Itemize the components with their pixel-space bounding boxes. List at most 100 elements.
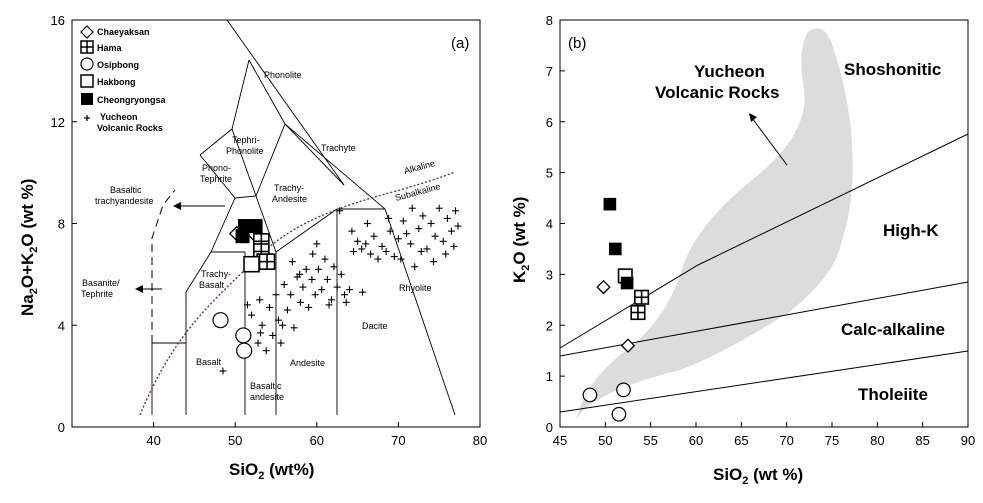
boundary-trachy-andesite-top — [234, 195, 257, 199]
point-yucheon-volcanic-rocks-72 — [296, 270, 304, 278]
point-osipbong-0 — [212, 312, 229, 329]
point-yucheon-volcanic-rocks-2 — [243, 301, 251, 309]
y-tick-label: 3 — [546, 267, 553, 282]
legend-label-osipbong: Osipbong — [97, 60, 139, 70]
boundary-rhyolite-top — [226, 19, 345, 186]
boundary-dacite-rhyolite — [384, 208, 456, 416]
legend-label-chaeyaksan: Chaeyaksan — [97, 27, 150, 37]
x-tick-label: 70 — [391, 433, 405, 448]
label-basanite-tephrite: Basanite/Tephrite — [81, 278, 120, 299]
field-label-basaltic-andesite-line1: Basaltic — [250, 381, 282, 391]
point-yucheon-volcanic-rocks-68 — [442, 250, 450, 258]
y-tick-label: 7 — [546, 64, 553, 79]
point-yucheon-volcanic-rocks-74 — [342, 298, 350, 306]
point-yucheon-volcanic-rocks-30 — [333, 283, 341, 291]
field-label-basaltic-andesite-line2: andesite — [250, 392, 284, 402]
legend-marker-hakbong — [80, 74, 94, 88]
label-basaltic-trachyandesite-line2: trachyandesite — [95, 196, 154, 206]
legend-marker-cheongryongsa — [81, 93, 93, 105]
boundary-dashed-left — [151, 189, 176, 343]
point-yucheon-volcanic-rocks-73 — [313, 240, 321, 248]
boundary-trachyte-right — [284, 123, 386, 210]
point-yucheon-volcanic-rocks-36 — [358, 245, 366, 253]
point-yucheon-volcanic-rocks-69 — [385, 214, 393, 222]
field-label-rhyolite: Rhyolite — [399, 283, 432, 293]
legend-label-hama: Hama — [97, 43, 123, 53]
point-yucheon-volcanic-rocks-59 — [452, 207, 460, 215]
yucheon-field-area — [576, 28, 853, 420]
y-axis-label-a: Na2O+K2O (wt %) — [18, 179, 40, 316]
point-cheongryongsa-2 — [620, 276, 634, 290]
field-label-basaltic-andesite: Basaltic andesite — [250, 381, 284, 402]
field-label-tephri-line1: Tephri- — [232, 135, 260, 145]
point-osipbong-0 — [582, 387, 598, 403]
field-label-basalt: Basalt — [196, 357, 222, 367]
field-label-calc-alkaline: Calc-alkaline — [841, 320, 945, 339]
x-tick-label: 40 — [146, 433, 160, 448]
basanite-tephrite-arrow — [135, 285, 162, 293]
x-tick-label: 60 — [310, 433, 324, 448]
y-tick-label: 12 — [51, 115, 65, 130]
field-label-trachy-basalt-line2: Basalt — [199, 280, 225, 290]
point-yucheon-volcanic-rocks-49 — [411, 263, 419, 271]
x-tick-label: 80 — [473, 433, 487, 448]
point-yucheon-volcanic-rocks-57 — [443, 214, 451, 222]
point-yucheon-volcanic-rocks-34 — [350, 247, 358, 255]
basaltic-trachyandesite-arrow — [173, 202, 225, 210]
point-yucheon-volcanic-rocks-32 — [341, 291, 349, 299]
point-yucheon-volcanic-rocks-75 — [256, 329, 264, 337]
annotation-line2: Volcanic Rocks — [655, 83, 779, 102]
x-tick-label: 50 — [598, 433, 612, 448]
point-cheongryongsa-1 — [248, 219, 263, 234]
point-yucheon-volcanic-rocks-23 — [311, 291, 319, 299]
x-tick-label: 65 — [734, 433, 748, 448]
x-tick-label: 80 — [870, 433, 884, 448]
legend-marker-chaeyaksan — [80, 25, 94, 39]
label-basaltic-trachyandesite: Basaltic trachyandesite — [95, 185, 154, 206]
point-yucheon-volcanic-rocks-19 — [299, 283, 307, 291]
y-tick-label: 1 — [546, 369, 553, 384]
point-yucheon-volcanic-rocks-51 — [419, 212, 427, 220]
y-tick-label: 8 — [546, 13, 553, 28]
point-yucheon-volcanic-rocks-13 — [280, 281, 288, 289]
point-yucheon-volcanic-rocks-67 — [397, 255, 405, 263]
x-tick-label: 55 — [643, 433, 657, 448]
point-yucheon-volcanic-rocks-70 — [279, 321, 287, 329]
point-yucheon-volcanic-rocks-35 — [354, 237, 362, 245]
field-label-high-k: High-K — [883, 221, 939, 240]
y-tick-label: 6 — [546, 115, 553, 130]
boundary-phonolite-upper — [284, 123, 345, 186]
point-yucheon-volcanic-rocks-53 — [427, 220, 435, 227]
point-osipbong-2 — [611, 406, 627, 422]
point-yucheon-volcanic-rocks-63 — [336, 207, 344, 215]
label-alkaline: Alkaline — [403, 158, 436, 176]
tas-field-boundaries — [151, 19, 456, 416]
point-yucheon-volcanic-rocks-78 — [358, 288, 366, 296]
field-label-trachy-basalt-line1: Trachy- — [201, 269, 231, 279]
point-yucheon-volcanic-rocks-16 — [290, 324, 298, 332]
field-label-shoshonitic: Shoshonitic — [844, 60, 941, 79]
legend-label-yucheon-line2: Volcanic Rocks — [97, 123, 163, 133]
boundary-calcalkaline-tholeiite — [559, 350, 969, 413]
label-basaltic-trachyandesite-line1: Basaltic — [110, 185, 142, 195]
boundary-phonolite — [248, 59, 286, 125]
point-chaeyaksan-1 — [620, 338, 636, 353]
point-yucheon-volcanic-rocks-26 — [321, 255, 329, 263]
x-tick-label: 70 — [779, 433, 793, 448]
point-yucheon-volcanic-rocks-33 — [345, 286, 353, 294]
point-yucheon-volcanic-rocks-76 — [429, 258, 437, 266]
point-yucheon-volcanic-rocks-18 — [296, 298, 304, 306]
point-yucheon-volcanic-rocks-62 — [309, 250, 317, 258]
point-yucheon-volcanic-rocks-40 — [374, 255, 382, 263]
point-yucheon-volcanic-rocks-39 — [370, 232, 378, 240]
point-yucheon-volcanic-rocks-46 — [399, 217, 407, 225]
point-yucheon-volcanic-rocks-79 — [408, 204, 416, 212]
panel-label-a: (a) — [451, 35, 469, 52]
y-tick-label: 4 — [58, 318, 65, 333]
y-tick-label: 8 — [58, 217, 65, 232]
x-tick-label: 75 — [825, 433, 839, 448]
point-yucheon-volcanic-rocks-11 — [274, 316, 282, 324]
y-tick-label: 0 — [546, 420, 553, 435]
